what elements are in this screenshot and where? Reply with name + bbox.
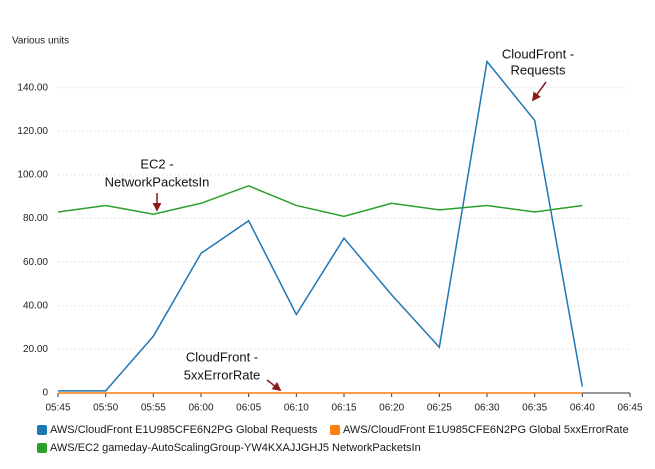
annotation: NetworkPacketsIn (105, 174, 210, 189)
x-tick-label: 05:50 (93, 403, 118, 414)
legend-swatch (330, 425, 340, 435)
series-line (57, 185, 583, 218)
legend-swatch (37, 425, 47, 435)
legend-label: AWS/EC2 gameday-AutoScalingGroup-YW4KXAJ… (50, 442, 421, 454)
x-tick-label: 06:15 (331, 403, 356, 414)
x-tick-label: 06:40 (570, 403, 595, 414)
y-tick-label: 140.00 (17, 82, 48, 93)
y-tick-label: 100.00 (17, 170, 48, 181)
annotation: Requests (511, 62, 566, 77)
x-tick-label: 06:20 (379, 403, 404, 414)
x-tick-label: 05:55 (141, 403, 166, 414)
legend-label: AWS/CloudFront E1U985CFE6N2PG Global Req… (50, 424, 318, 436)
x-tick-label: 06:10 (284, 403, 309, 414)
y-tick-label: 40.00 (23, 300, 48, 311)
legend-label: AWS/CloudFront E1U985CFE6N2PG Global 5xx… (343, 424, 629, 436)
x-tick-label: 06:35 (522, 403, 547, 414)
annotation: EC2 - (140, 156, 173, 171)
y-tick-label: 20.00 (23, 344, 48, 355)
annotation: CloudFront - (186, 349, 258, 364)
annotation: 5xxErrorRate (184, 367, 261, 382)
legend-swatch (37, 443, 47, 453)
y-tick-label: 80.00 (23, 213, 48, 224)
arrow (531, 81, 547, 102)
arrow (266, 379, 282, 392)
x-tick-label: 05:45 (45, 403, 70, 414)
y-tick-label: 120.00 (17, 126, 48, 137)
plot: 0 20.00 40.00 60.00 80.00 100.00 120.00 140.00 0… (17, 59, 643, 414)
x-tick-label: 06:25 (427, 403, 452, 414)
series-line (58, 59, 584, 392)
x-tick-label: 06:30 (474, 403, 499, 414)
y-tick-label: 60.00 (23, 257, 48, 268)
y-axis-label: Various units (12, 36, 69, 47)
y-tick-label: 0 (42, 388, 48, 399)
x-tick-label: 06:00 (188, 403, 213, 414)
x-tick-label: 06:05 (236, 403, 261, 414)
x-tick-label: 06:45 (617, 403, 642, 414)
annotation: CloudFront - (502, 46, 574, 61)
